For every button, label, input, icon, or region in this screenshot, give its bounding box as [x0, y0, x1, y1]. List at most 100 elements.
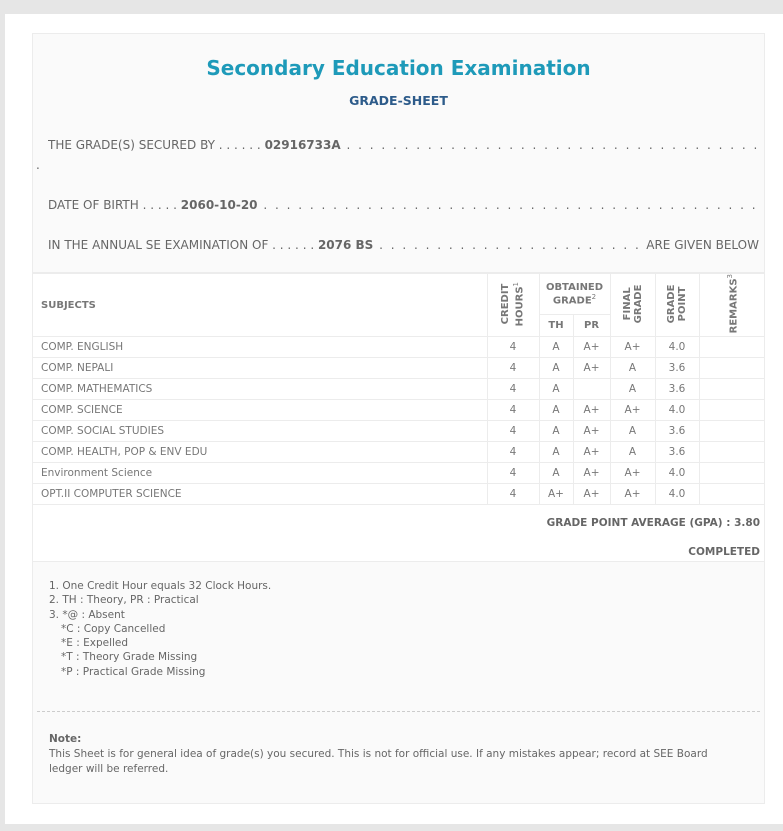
cell-gp: 4.0: [654, 483, 700, 506]
cell-subject: COMP. SOCIAL STUDIES: [33, 420, 488, 443]
divider: [37, 711, 760, 712]
footnote: *T : Theory Grade Missing: [61, 651, 198, 664]
cell-gp: 4.0: [654, 399, 700, 422]
cell-subject: Environment Science: [33, 462, 488, 485]
cell-pr: A+: [572, 462, 611, 485]
cell-subject: OPT.II COMPUTER SCIENCE: [33, 483, 488, 506]
subjects-header: SUBJECTS: [33, 272, 488, 338]
gpa-value: GRADE POINT AVERAGE (GPA) : 3.80: [546, 517, 760, 529]
cell-pr: [572, 378, 611, 401]
cell-subject: COMP. MATHEMATICS: [33, 378, 488, 401]
secured-by-line: THE GRADE(S) SECURED BY . . . . . . 0291…: [48, 138, 759, 152]
pr-header: PR: [572, 313, 611, 338]
cell-gp: 4.0: [654, 462, 700, 485]
table-row: COMP. ENGLISH 4 A A+ A+ 4.0: [33, 336, 765, 359]
cell-credit: 4: [486, 441, 540, 464]
footnote: 1. One Credit Hour equals 32 Clock Hours…: [49, 580, 272, 592]
cell-th: A: [538, 420, 574, 443]
table-row: COMP. HEALTH, POP & ENV EDU 4 A A+ A 3.6: [33, 441, 765, 464]
cell-pr: A+: [572, 441, 611, 464]
dob-line: DATE OF BIRTH . . . . . 2060-10-20 . . .…: [48, 198, 759, 212]
cell-pr: A+: [572, 420, 611, 443]
cell-subject: COMP. HEALTH, POP & ENV EDU: [33, 441, 488, 464]
table-row: COMP. SOCIAL STUDIES 4 A A+ A 3.6: [33, 420, 765, 443]
cell-credit: 4: [486, 420, 540, 443]
table-row: OPT.II COMPUTER SCIENCE 4 A+ A+ A+ 4.0: [33, 483, 765, 506]
cell-final: A+: [609, 399, 656, 422]
cell-pr: A+: [572, 357, 611, 380]
th-header: TH: [538, 313, 574, 338]
exam-value: 2076 BS: [317, 238, 374, 252]
cell-final: A: [609, 357, 656, 380]
symbol-number: 02916733A: [264, 138, 341, 152]
cell-pr: A+: [572, 336, 611, 359]
exam-label: IN THE ANNUAL SE EXAMINATION OF: [48, 238, 269, 252]
result-status: COMPLETED: [688, 546, 760, 558]
cell-gp: 4.0: [654, 336, 700, 359]
cell-th: A: [538, 441, 574, 464]
cell-subject: COMP. NEPALI: [33, 357, 488, 380]
grade-sheet-card: Secondary Education Examination GRADE-SH…: [32, 33, 765, 804]
page-panel: Secondary Education Examination GRADE-SH…: [5, 14, 783, 824]
footnote: *C : Copy Cancelled: [61, 622, 166, 635]
cell-credit: 4: [486, 483, 540, 506]
cell-remarks: [698, 462, 765, 485]
cell-credit: 4: [486, 378, 540, 401]
table-row: Environment Science 4 A A+ A+ 4.0: [33, 462, 765, 485]
cell-remarks: [698, 357, 765, 380]
note-text: This Sheet is for general idea of grade(…: [49, 748, 708, 775]
cell-remarks: [698, 336, 765, 359]
footnote: 3. *@ : Absent: [49, 608, 125, 621]
cell-subject: COMP. ENGLISH: [33, 336, 488, 359]
table-row: COMP. MATHEMATICS 4 A A 3.6: [33, 378, 765, 401]
table-row: COMP. NEPALI 4 A A+ A 3.6: [33, 357, 765, 380]
note-label: Note:: [49, 733, 82, 745]
cell-gp: 3.6: [654, 441, 700, 464]
cell-credit: 4: [486, 462, 540, 485]
page-title: Secondary Education Examination: [206, 56, 591, 80]
exam-line: IN THE ANNUAL SE EXAMINATION OF . . . . …: [48, 238, 759, 252]
secured-by-label: THE GRADE(S) SECURED BY: [48, 138, 215, 152]
grades-table-section: SUBJECTS CREDIT HOURS1 OBTAINED GRADE2 F…: [33, 272, 765, 562]
cell-remarks: [698, 483, 765, 506]
cell-remarks: [698, 420, 765, 443]
disclaimer-note: Note: This Sheet is for general idea of …: [49, 732, 739, 777]
dob-label: DATE OF BIRTH: [48, 198, 139, 212]
footnote: 2. TH : Theory, PR : Practical: [49, 594, 199, 607]
cell-pr: A+: [572, 399, 611, 422]
dob-value: 2060-10-20: [180, 198, 258, 212]
obtained-grade-header: OBTAINED GRADE2: [538, 273, 611, 315]
credit-hours-header: CREDIT HOURS1: [486, 272, 540, 338]
cell-final: A: [609, 420, 656, 443]
cell-th: A: [538, 399, 574, 422]
remarks-header: REMARKS3: [698, 272, 765, 338]
table-row: COMP. SCIENCE 4 A A+ A+ 4.0: [33, 399, 765, 422]
cell-final: A: [609, 378, 656, 401]
footnote: *E : Expelled: [61, 637, 129, 650]
cell-remarks: [698, 441, 765, 464]
cell-credit: 4: [486, 399, 540, 422]
grade-point-header: GRADE POINT: [654, 272, 700, 338]
cell-remarks: [698, 399, 765, 422]
cell-gp: 3.6: [654, 420, 700, 443]
cell-th: A: [538, 336, 574, 359]
cell-credit: 4: [486, 357, 540, 380]
cell-pr: A+: [572, 483, 611, 506]
cell-final: A+: [609, 483, 656, 506]
cell-th: A: [538, 378, 574, 401]
page-subtitle: GRADE-SHEET: [349, 93, 448, 108]
cell-th: A: [538, 357, 574, 380]
cell-final: A+: [609, 336, 656, 359]
grades-table: SUBJECTS CREDIT HOURS1 OBTAINED GRADE2 F…: [33, 272, 765, 506]
final-grade-header: FINAL GRADE: [609, 272, 656, 338]
cell-th: A+: [538, 483, 574, 506]
cell-final: A: [609, 441, 656, 464]
cell-subject: COMP. SCIENCE: [33, 399, 488, 422]
footnotes: 1. One Credit Hour equals 32 Clock Hours…: [49, 579, 271, 679]
cell-th: A: [538, 462, 574, 485]
cell-credit: 4: [486, 336, 540, 359]
cell-gp: 3.6: [654, 378, 700, 401]
cell-gp: 3.6: [654, 357, 700, 380]
footnote: *P : Practical Grade Missing: [61, 665, 206, 678]
cell-final: A+: [609, 462, 656, 485]
